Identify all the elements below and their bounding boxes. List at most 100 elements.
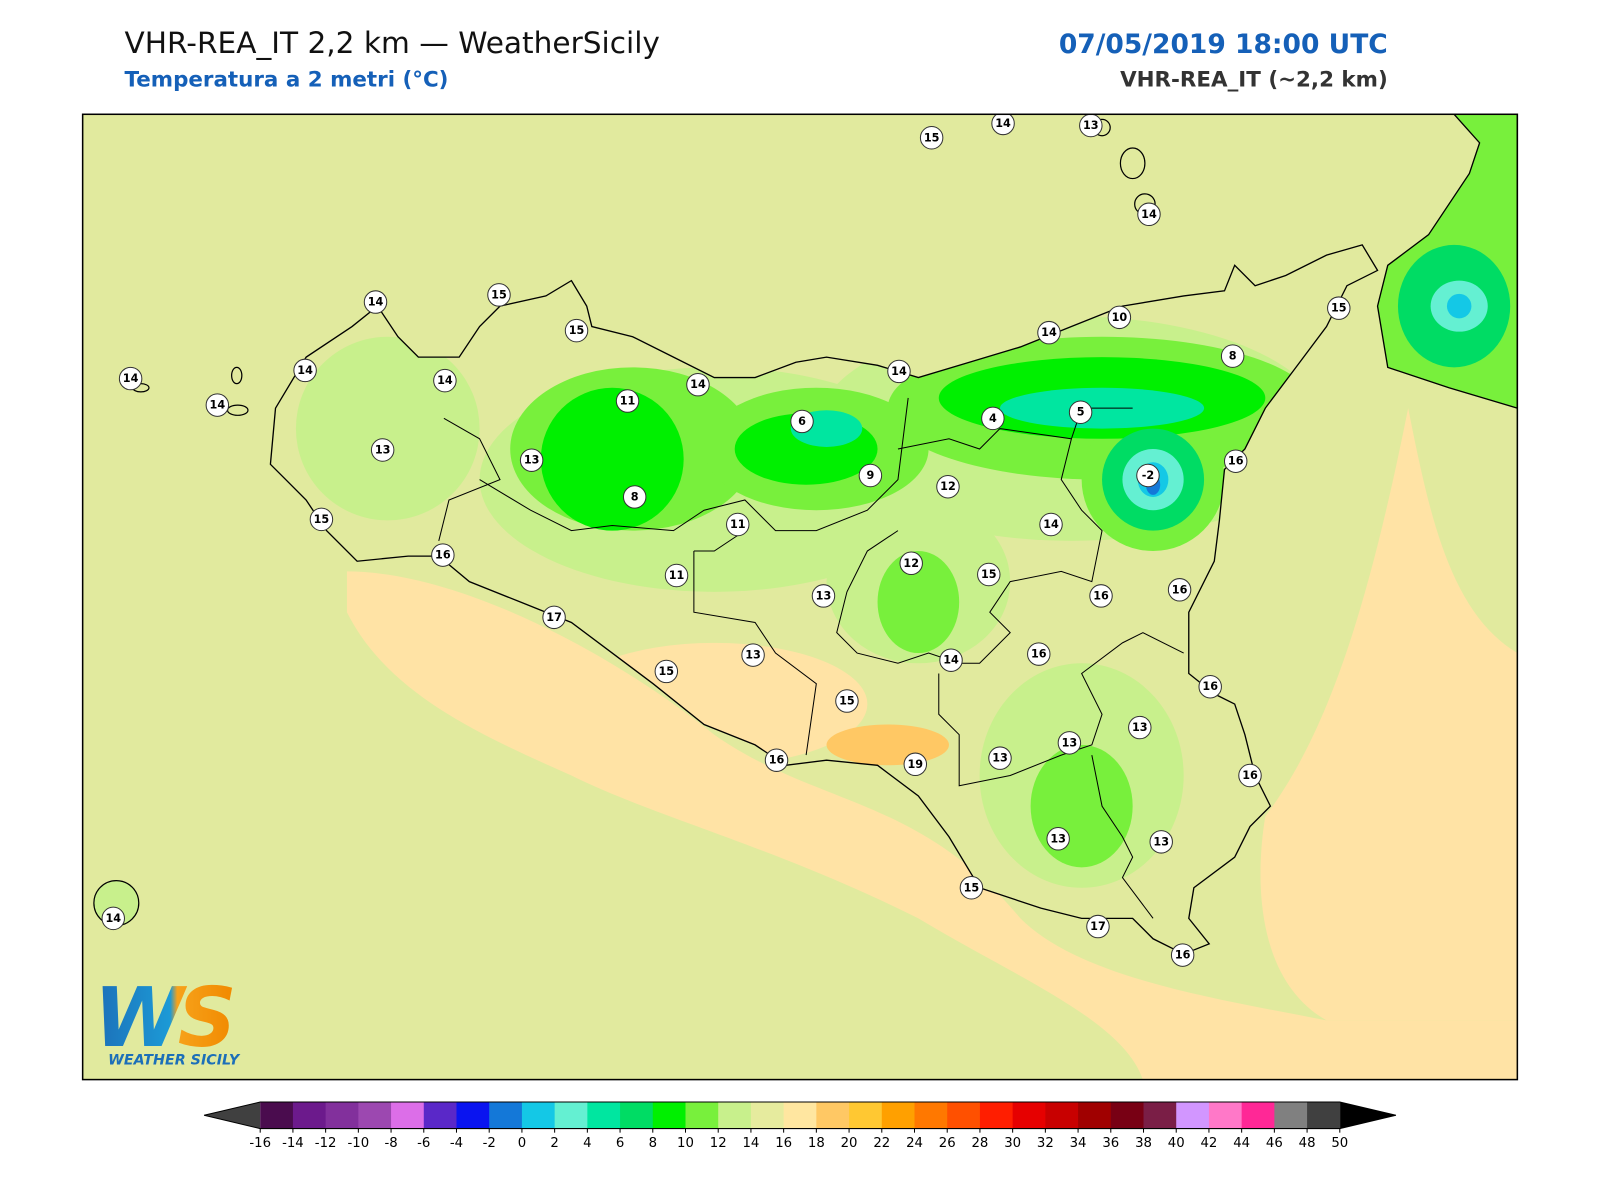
- station: 13: [1079, 114, 1103, 138]
- station-marker: [622, 485, 647, 509]
- title: VHR-REA_IT 2,2 km — WeatherSicily: [124, 26, 659, 60]
- station: 11: [726, 512, 750, 537]
- station-value: 19: [907, 758, 923, 771]
- datetime: 07/05/2019 18:00 UTC: [1059, 29, 1388, 60]
- station-marker: [1086, 914, 1110, 939]
- station-marker: [1167, 578, 1192, 602]
- station: 14: [686, 372, 710, 397]
- colorbar-segment: [554, 1102, 588, 1129]
- station: 13: [811, 584, 836, 608]
- station: 11: [664, 563, 689, 588]
- logo: WS WEATHER SICILY: [94, 971, 241, 1068]
- colorbar-tick-label: 22: [873, 1136, 890, 1151]
- station-value: 8: [631, 490, 639, 503]
- station: 15: [835, 689, 859, 713]
- colorbar-tick-label: 28: [971, 1136, 988, 1151]
- station-marker: [899, 551, 923, 575]
- station: 14: [1037, 320, 1061, 345]
- colorbar-segment: [1208, 1102, 1243, 1129]
- station-marker: [1327, 296, 1351, 320]
- colorbar-segment: [1241, 1102, 1275, 1129]
- warm-sea: [1260, 408, 1518, 1021]
- station-value: 16: [769, 754, 785, 767]
- station-marker: [919, 126, 944, 150]
- station-marker: [1198, 675, 1222, 699]
- colorbar-tick-label: 14: [742, 1136, 759, 1151]
- station-marker: [1223, 449, 1248, 473]
- station-value: 13: [816, 589, 832, 602]
- colorbar-tick-label: 12: [710, 1136, 727, 1151]
- station-value: 13: [1153, 835, 1169, 848]
- station: 14: [1039, 512, 1063, 537]
- station-value: 4: [989, 412, 997, 425]
- colorbar-segment: [1110, 1102, 1145, 1129]
- colorbar-tick-label: -16: [249, 1136, 271, 1151]
- station-value: 13: [375, 444, 391, 457]
- station-value: 15: [314, 513, 330, 526]
- station: 16: [431, 543, 455, 567]
- colorbar-segment: [1307, 1102, 1341, 1129]
- station: 16: [1198, 675, 1222, 699]
- station-marker: [1170, 943, 1195, 967]
- station-marker: [936, 475, 960, 499]
- colorbar-segment: [620, 1102, 654, 1129]
- station: 14: [939, 648, 963, 672]
- station: 16: [764, 748, 789, 772]
- station-marker: [981, 406, 1005, 431]
- colorbar-segment: [325, 1102, 359, 1129]
- station-marker: [887, 359, 911, 384]
- station-marker: [519, 448, 544, 472]
- colorbar-segment: [1143, 1102, 1177, 1129]
- station: -2: [1136, 463, 1160, 488]
- station-value: 13: [1062, 736, 1078, 749]
- station: 9: [858, 463, 883, 488]
- subtitle: Temperatura a 2 metri (°C): [124, 68, 448, 93]
- logo-text: WEATHER SICILY: [108, 1052, 241, 1068]
- colorbar-segment: [489, 1102, 523, 1129]
- colorbar-tick-label: 24: [906, 1136, 923, 1151]
- station: 13: [519, 448, 544, 472]
- station-marker: [542, 605, 566, 630]
- station-marker: [433, 368, 457, 393]
- colorbar-tick-label: -14: [282, 1136, 304, 1151]
- station-marker: [1046, 827, 1070, 851]
- station: 16: [1089, 584, 1113, 608]
- station-marker: [811, 584, 836, 608]
- station: 15: [654, 659, 679, 684]
- colorbar-tick-label: -6: [417, 1136, 430, 1151]
- station: 15: [977, 562, 1001, 587]
- station-value: 16: [1242, 769, 1258, 782]
- station-value: 6: [798, 415, 806, 428]
- station-value: 15: [1331, 302, 1347, 315]
- station: 14: [118, 366, 143, 391]
- colorbar-segment: [1176, 1102, 1210, 1129]
- station-value: 14: [105, 912, 121, 925]
- colorbar-segment: [652, 1102, 687, 1129]
- station: 17: [542, 605, 566, 630]
- station-value: 11: [669, 569, 685, 582]
- station: 16: [1238, 763, 1262, 788]
- station-value: 14: [891, 365, 907, 378]
- station-marker: [903, 752, 928, 777]
- colorbar-segment: [718, 1102, 752, 1129]
- station-marker: [726, 512, 750, 537]
- station-marker: [764, 748, 789, 772]
- station-marker: [835, 689, 859, 713]
- colorbar-tick-label: 8: [649, 1136, 657, 1151]
- station-marker: [664, 563, 689, 588]
- station-value: 15: [491, 288, 507, 301]
- colorbar-tick-label: -8: [384, 1136, 397, 1151]
- colorbar-tick-label: 44: [1233, 1136, 1250, 1151]
- station-value: 16: [1031, 648, 1047, 661]
- colorbar-segment: [783, 1102, 817, 1129]
- station: 14: [205, 393, 230, 417]
- station-value: 14: [437, 374, 453, 387]
- colorbar-tick-label: 18: [808, 1136, 825, 1151]
- station-marker: [654, 659, 679, 684]
- colorbar-segment: [292, 1102, 327, 1129]
- station: 10: [1107, 305, 1132, 330]
- station-value: 14: [1041, 326, 1057, 339]
- colorbar-segment: [849, 1102, 883, 1129]
- station: 16: [1027, 642, 1051, 666]
